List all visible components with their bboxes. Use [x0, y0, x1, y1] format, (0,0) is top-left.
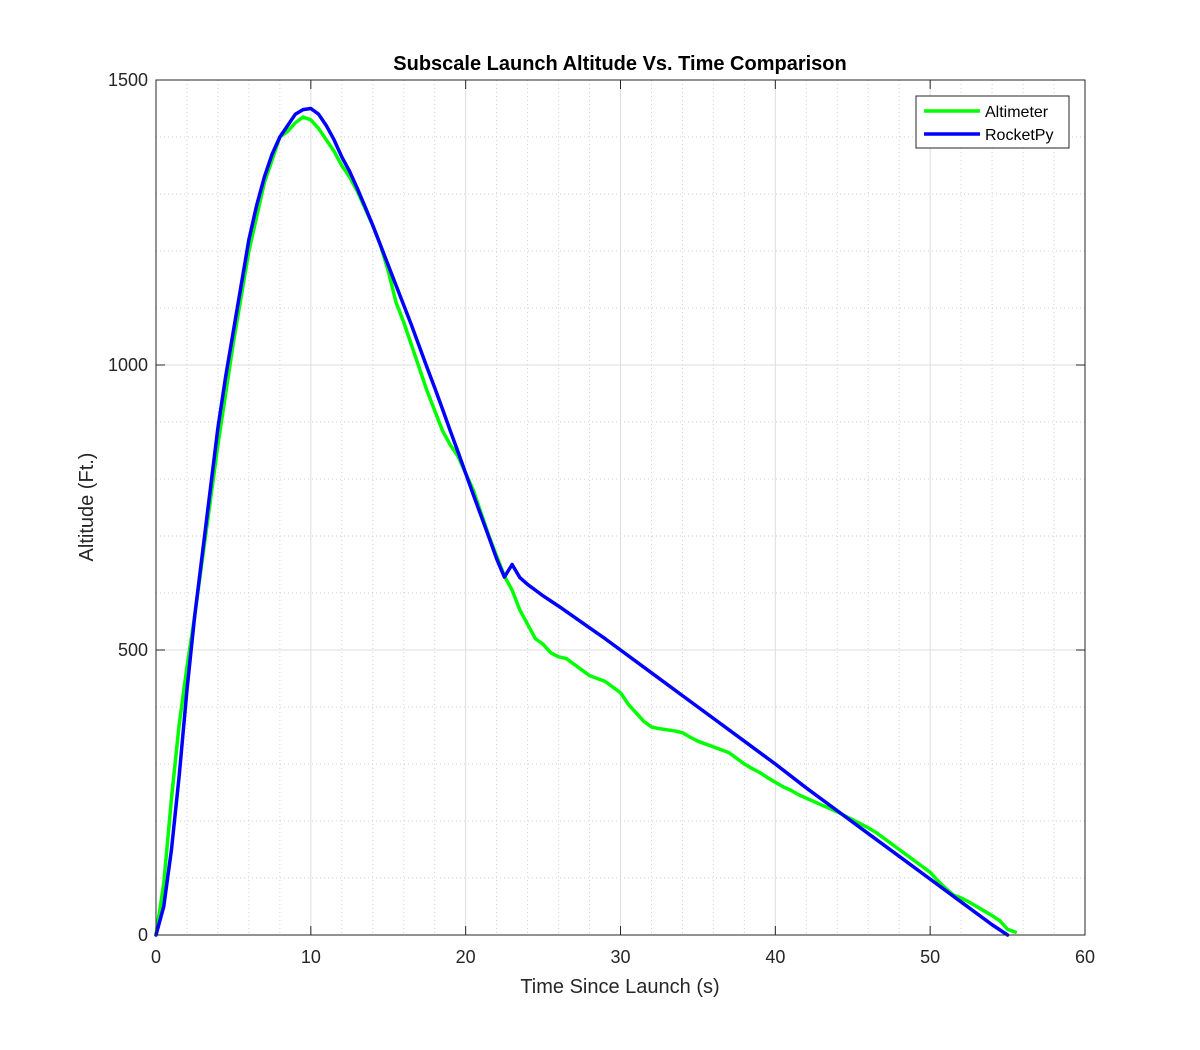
series-line-rocketpy: [154, 106, 1010, 937]
x-axis-label: Time Since Launch (s): [520, 976, 719, 998]
y-tick-label: 1500: [108, 70, 148, 90]
y-tick-label: 500: [118, 640, 148, 660]
legend-label-altimeter: Altimeter: [985, 104, 1049, 121]
x-tick-label: 50: [920, 947, 940, 967]
legend-box: [915, 95, 1070, 149]
series-layer: [154, 106, 1018, 937]
y-axis-label: Altitude (Ft.): [76, 453, 98, 562]
ticks: [155, 79, 1086, 936]
x-axis-tick-labels: 0 10 20 30 40 50 60: [151, 947, 1095, 967]
legend: Altimeter RocketPy: [915, 95, 1070, 149]
x-tick-label: 10: [301, 947, 321, 967]
y-tick-label: 0: [138, 925, 148, 945]
series-line-altimeter: [154, 115, 1018, 937]
y-axis-tick-labels: 0 500 1000 1500: [108, 70, 148, 945]
chart-title: Subscale Launch Altitude Vs. Time Compar…: [393, 53, 846, 75]
x-tick-label: 40: [765, 947, 785, 967]
x-tick-label: 60: [1075, 947, 1095, 967]
x-tick-label: 0: [151, 947, 161, 967]
x-tick-label: 30: [610, 947, 630, 967]
y-tick-label: 1000: [108, 355, 148, 375]
legend-label-rocketpy: RocketPy: [985, 127, 1053, 144]
x-tick-label: 20: [456, 947, 476, 967]
